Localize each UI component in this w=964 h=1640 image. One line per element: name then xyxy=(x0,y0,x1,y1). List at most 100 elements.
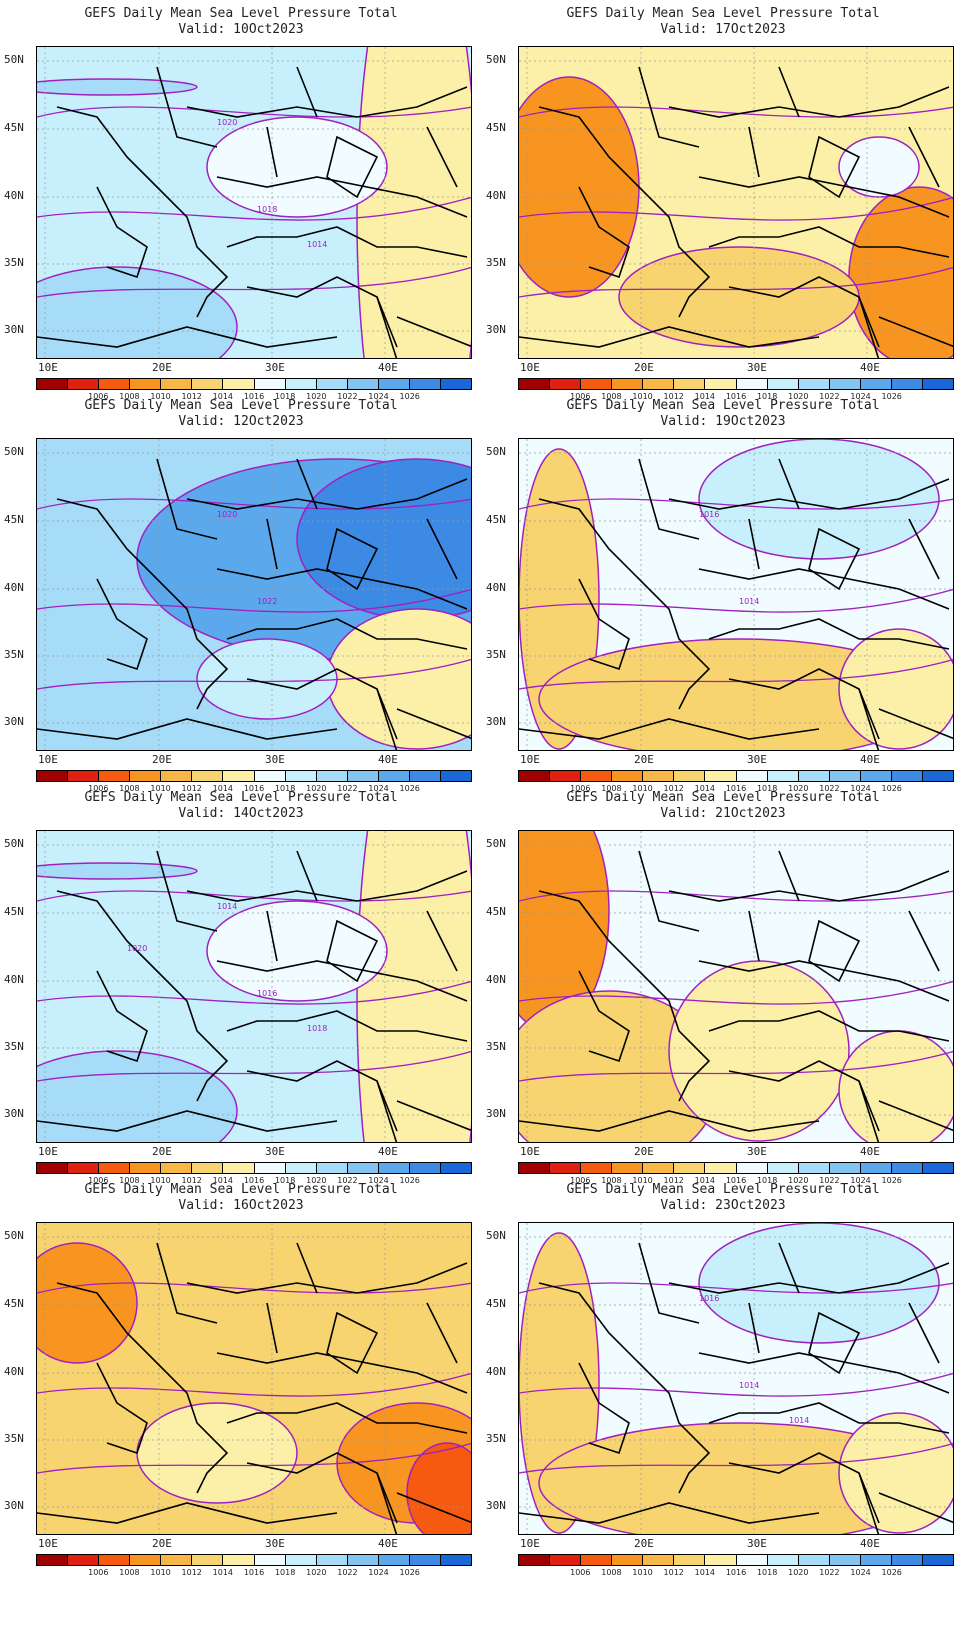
isobar-line xyxy=(37,1050,471,1082)
colorbar-tick-label: 1016 xyxy=(725,1568,747,1577)
colorbar-tick-label: 1012 xyxy=(663,392,684,401)
pressure-map xyxy=(36,1222,472,1535)
colorbar-swatch xyxy=(767,771,799,781)
map-panel: GEFS Daily Mean Sea Level Pressure Total… xyxy=(482,392,964,802)
pressure-contour-region xyxy=(406,1442,471,1534)
colorbar-swatch xyxy=(441,771,472,781)
latitude-label: 30N xyxy=(486,1499,506,1512)
latitude-label: 50N xyxy=(486,1229,506,1242)
map-panel: GEFS Daily Mean Sea Level Pressure Total… xyxy=(0,392,482,802)
colorbar-tick-label: 1022 xyxy=(819,1568,840,1577)
coastline-border xyxy=(266,1302,278,1354)
colorbar-swatch xyxy=(378,1163,410,1173)
colorbar-swatch xyxy=(285,1555,317,1565)
coastline-border xyxy=(426,126,458,188)
latitude-label: 35N xyxy=(4,648,24,661)
colorbar-tick-label: 1020 xyxy=(788,392,809,401)
coastline-border xyxy=(266,126,278,178)
colorbar-tick-label: 1010 xyxy=(150,1176,171,1185)
colorbar-swatch xyxy=(130,379,162,389)
longitude-label: 10E xyxy=(520,361,540,374)
pressure-map xyxy=(518,830,954,1143)
longitude-label: 20E xyxy=(152,1145,172,1158)
panel-valid-date: Valid: 14Oct2023 xyxy=(178,806,304,821)
colorbar-swatch xyxy=(254,1555,286,1565)
colorbar-labels: 1006 1008 1010 1012 1014 1016 1018 1020 1022 1024… xyxy=(518,392,954,404)
longitude-label: 20E xyxy=(152,1537,172,1550)
coastline-border xyxy=(56,1282,229,1494)
colorbar xyxy=(36,1554,472,1566)
longitude-label: 30E xyxy=(747,753,767,766)
coastline-border xyxy=(728,1060,880,1132)
colorbar-swatch xyxy=(99,379,131,389)
coastline-border xyxy=(708,1010,950,1042)
colorbar-swatch xyxy=(68,379,100,389)
map-panel: GEFS Daily Mean Sea Level Pressure Total… xyxy=(0,1176,482,1586)
coastline-border xyxy=(37,326,338,348)
colorbar-tick-label: 1008 xyxy=(119,1568,140,1577)
coastline-border xyxy=(246,1452,398,1524)
coastline-border xyxy=(908,126,940,188)
colorbar-swatch xyxy=(581,771,613,781)
colorbar-swatch xyxy=(829,1555,861,1565)
colorbar-swatch xyxy=(923,1555,954,1565)
coastline-border xyxy=(858,1472,880,1534)
pressure-contour-region xyxy=(356,831,471,1142)
colorbar-swatch xyxy=(223,771,255,781)
coastline-border xyxy=(708,618,950,650)
coastline-border xyxy=(326,527,379,591)
latitude-label: 45N xyxy=(486,513,506,526)
coastline-border xyxy=(668,86,950,118)
colorbar-swatch xyxy=(223,379,255,389)
map-canvas xyxy=(519,47,953,358)
colorbar-tick-label: 1010 xyxy=(632,1568,653,1577)
colorbar-swatch xyxy=(891,1555,924,1565)
isobar-line xyxy=(519,588,953,613)
panel-valid-date: Valid: 10Oct2023 xyxy=(178,22,304,37)
isobar-line xyxy=(37,266,471,298)
colorbar-swatch xyxy=(99,1555,131,1565)
contour-label: 1020 xyxy=(127,944,147,953)
latitude-label: 45N xyxy=(4,905,24,918)
pressure-contour-region xyxy=(698,1223,940,1344)
colorbar-tick-label: 1014 xyxy=(212,784,234,793)
panel-title: GEFS Daily Mean Sea Level Pressure Total xyxy=(84,790,398,805)
colorbar-swatch xyxy=(643,379,675,389)
colorbar-tick-label: 1014 xyxy=(212,1568,234,1577)
longitude-label: 10E xyxy=(520,753,540,766)
longitude-label: 30E xyxy=(747,1145,767,1158)
colorbar-swatch xyxy=(347,379,379,389)
longitude-label: 30E xyxy=(265,753,285,766)
panel-title: GEFS Daily Mean Sea Level Pressure Total xyxy=(84,1182,398,1197)
isobar-line xyxy=(37,890,471,902)
longitude-label: 40E xyxy=(378,1537,398,1550)
isobar-line xyxy=(519,1050,953,1082)
colorbar-swatch xyxy=(99,771,131,781)
isobar-line xyxy=(519,196,953,221)
pressure-contour-region xyxy=(838,628,953,750)
latitude-label: 45N xyxy=(4,513,24,526)
colorbar-swatch xyxy=(223,1163,255,1173)
latitude-label: 40N xyxy=(4,973,24,986)
colorbar-swatch xyxy=(441,1163,472,1173)
colorbar-swatch xyxy=(192,379,224,389)
coastline-border xyxy=(426,910,458,972)
coastline-border xyxy=(668,478,950,510)
colorbar-swatch xyxy=(550,1163,582,1173)
pressure-contour-region xyxy=(136,1402,298,1504)
colorbar-tick-label: 1012 xyxy=(663,1176,684,1185)
latitude-label: 35N xyxy=(4,1432,24,1445)
coastline-border xyxy=(246,668,398,740)
coastline-border xyxy=(156,458,218,540)
coastline-border xyxy=(538,890,711,1102)
latitude-label: 30N xyxy=(4,1107,24,1120)
colorbar-swatch xyxy=(550,379,582,389)
colorbar-tick-label: 1008 xyxy=(119,392,140,401)
longitude-label: 30E xyxy=(747,1537,767,1550)
contour-label: 1014 xyxy=(217,902,237,911)
longitude-label: 20E xyxy=(634,1537,654,1550)
pressure-map: 1016 1014 1014 xyxy=(518,1222,954,1535)
coastline-border xyxy=(37,1502,338,1524)
colorbar-tick-label: 1022 xyxy=(337,784,358,793)
coastline-border xyxy=(216,176,468,218)
